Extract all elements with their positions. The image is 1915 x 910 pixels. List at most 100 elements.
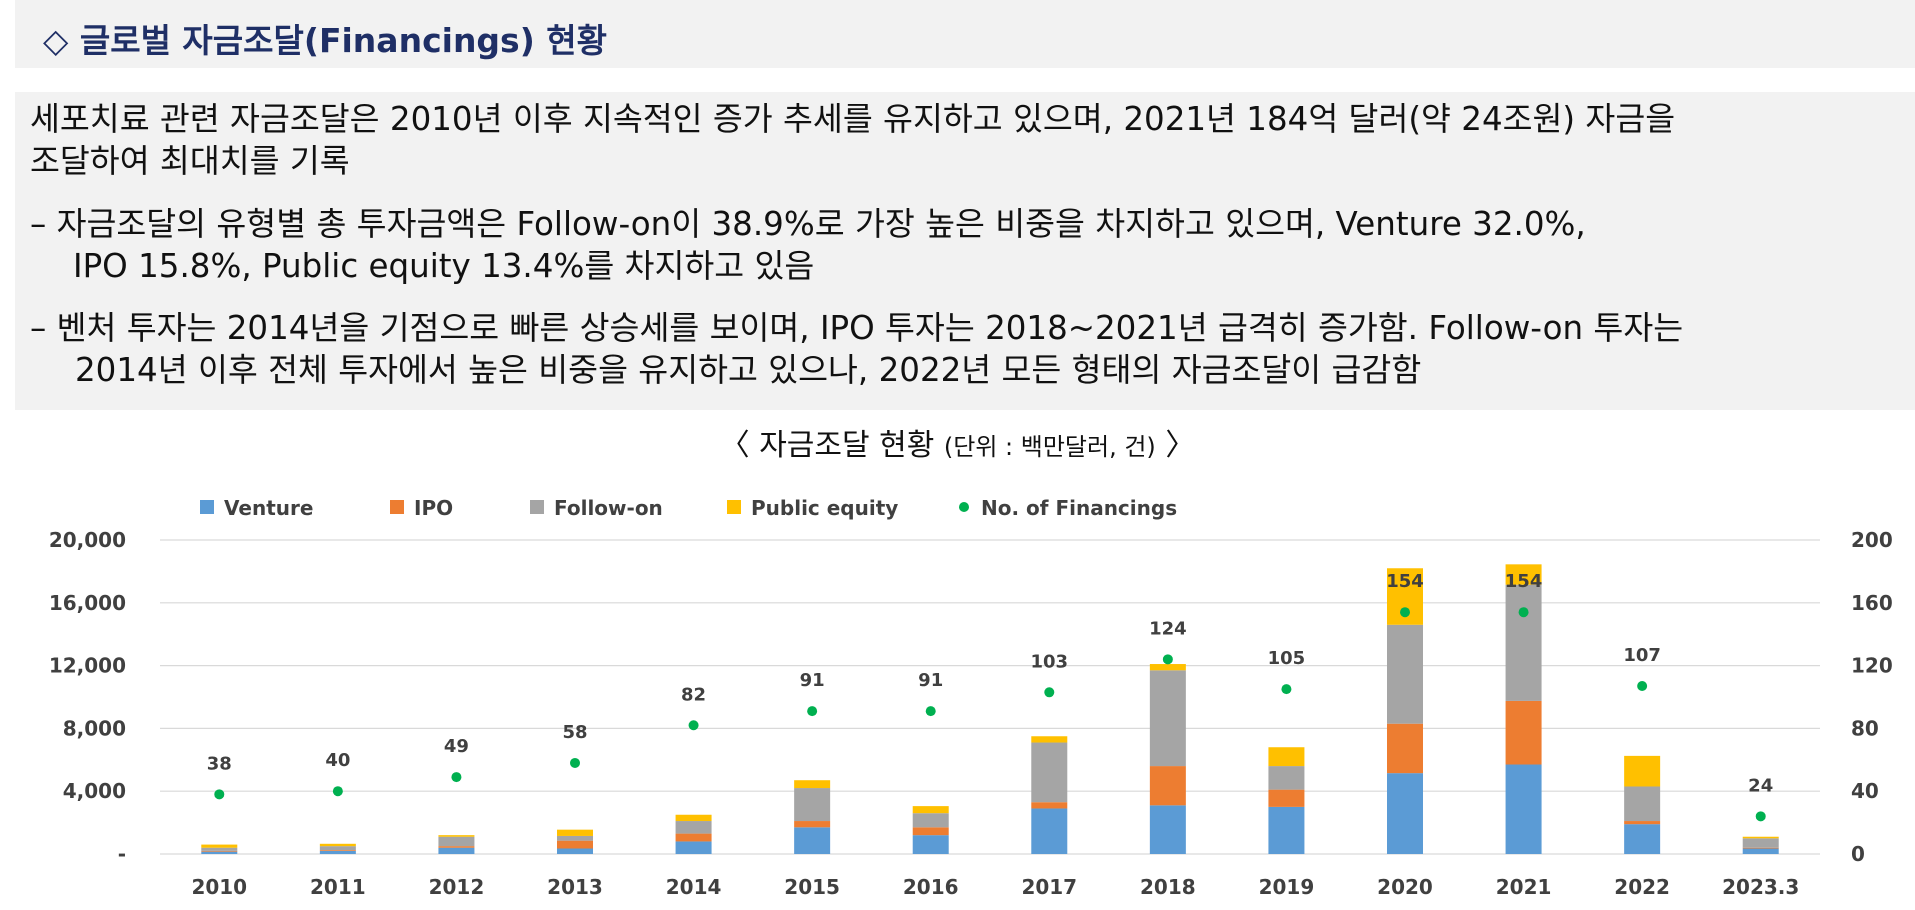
venture-bar xyxy=(794,827,831,854)
legend-label: Public equity xyxy=(751,496,898,520)
x-tick-label: 2016 xyxy=(903,875,959,899)
financings-data-label: 105 xyxy=(1268,648,1306,669)
financings-point xyxy=(451,772,462,783)
financing-chart: - 4,000 8,000 12,000 16,000 20,000 0 40 80 120 160… xyxy=(49,496,1893,899)
venture-bar xyxy=(319,850,356,854)
bullet-line: – 벤처 투자는 2014년을 기점으로 빠른 상승세를 보이며, IPO 투자… xyxy=(30,309,1684,347)
bullet-line: – 자금조달의 유형별 총 투자금액은 Follow-on이 38.9%로 가장… xyxy=(30,205,1586,243)
legend-label: Follow-on xyxy=(554,496,663,520)
follow-on-bar xyxy=(1031,742,1068,803)
y-left-tick-label: 20,000 xyxy=(49,528,126,552)
ipo-bar xyxy=(1268,789,1305,807)
follow-on-bar xyxy=(438,836,475,847)
venture-bar xyxy=(1387,773,1423,854)
public-equity-bar xyxy=(1031,736,1068,743)
venture-bar xyxy=(557,848,593,854)
legend-swatch xyxy=(959,502,969,512)
public-equity-bar xyxy=(557,829,593,836)
y-right-tick-label: 80 xyxy=(1851,716,1879,740)
financings-point xyxy=(1281,684,1292,695)
venture-bar xyxy=(1624,824,1661,854)
public-equity-bar xyxy=(1624,755,1661,787)
ipo-bar xyxy=(1742,847,1779,849)
bullet-line: 2014년 이후 전체 투자에서 높은 비중을 유지하고 있으나, 2022년 … xyxy=(75,351,1422,389)
follow-on-bar xyxy=(1624,786,1661,822)
financings-point xyxy=(332,786,343,797)
follow-on-bar xyxy=(201,847,238,851)
financings-point xyxy=(1755,811,1766,822)
title-bar: ◇ 글로벌 자금조달(Financings) 현황 xyxy=(15,0,1915,68)
financings-point xyxy=(925,706,936,717)
financings-point xyxy=(570,757,580,768)
legend-swatch xyxy=(727,500,741,514)
public-equity-bar xyxy=(1268,747,1305,767)
ipo-bar xyxy=(1624,821,1661,825)
financings-data-label: 38 xyxy=(207,753,232,774)
financings-data-label: 124 xyxy=(1149,618,1187,639)
chart-title-unit: (단위 : 백만달러, 건) xyxy=(943,433,1156,461)
y-right-tick-label: 200 xyxy=(1851,528,1893,552)
financings-data-label: 49 xyxy=(444,736,469,757)
financings-data-label: 103 xyxy=(1030,651,1068,672)
legend-swatch xyxy=(390,500,404,514)
x-tick-label: 2023.3 xyxy=(1722,875,1799,899)
y-left-tick-label: 8,000 xyxy=(63,716,126,740)
bullet-line: IPO 15.8%, Public equity 13.4%를 차지하고 있음 xyxy=(73,247,815,285)
public-equity-bar xyxy=(794,780,831,789)
y-right-tick-label: 0 xyxy=(1851,842,1865,866)
x-tick-label: 2017 xyxy=(1021,875,1077,899)
follow-on-bar xyxy=(912,813,949,828)
ipo-bar xyxy=(438,846,475,848)
x-tick-label: 2012 xyxy=(429,875,485,899)
legend-label: No. of Financings xyxy=(981,496,1177,520)
y-right-tick-label: 120 xyxy=(1851,654,1893,678)
summary-line: 세포치료 관련 자금조달은 2010년 이후 지속적인 증가 추세를 유지하고 … xyxy=(30,100,1676,138)
public-equity-bar xyxy=(675,814,712,822)
legend-swatch xyxy=(200,500,214,514)
follow-on-bar xyxy=(675,821,712,834)
venture-bar xyxy=(912,835,949,854)
legend-label: Venture xyxy=(224,496,313,520)
ipo-bar xyxy=(1387,723,1423,774)
chart-title: 〈 자금조달 현황 (단위 : 백만달러, 건) 〉 xyxy=(0,420,1915,464)
x-tick-label: 2010 xyxy=(191,875,247,899)
venture-bar xyxy=(1031,808,1068,854)
ipo-bar xyxy=(1505,700,1542,765)
financings-data-label: 58 xyxy=(562,722,587,743)
financings-point xyxy=(1518,607,1529,618)
ipo-bar xyxy=(201,850,238,852)
venture-bar xyxy=(201,851,238,854)
legend-label: IPO xyxy=(414,496,453,520)
ipo-bar xyxy=(1031,802,1068,809)
chart-title-main: 〈 자금조달 현황 xyxy=(719,428,944,463)
financings-data-label: 154 xyxy=(1505,571,1543,592)
financings-point xyxy=(807,706,818,717)
ipo-bar xyxy=(557,840,593,849)
public-equity-bar xyxy=(1505,564,1542,585)
financings-point xyxy=(688,720,699,731)
financings-data-label: 24 xyxy=(1748,775,1773,796)
follow-on-bar xyxy=(319,846,356,851)
y-left-tick-label: - xyxy=(118,842,126,866)
venture-bar xyxy=(1505,764,1542,854)
financings-point xyxy=(1162,654,1173,665)
financings-point xyxy=(214,789,225,800)
chart-title-close: 〉 xyxy=(1155,428,1196,463)
follow-on-bar xyxy=(1268,766,1305,790)
x-tick-label: 2011 xyxy=(310,875,366,899)
x-tick-label: 2015 xyxy=(784,875,840,899)
y-right-tick-label: 40 xyxy=(1851,779,1879,803)
financings-data-label: 154 xyxy=(1386,571,1424,592)
venture-bar xyxy=(1149,805,1186,854)
y-left-tick-label: 4,000 xyxy=(63,779,126,803)
financings-point xyxy=(1044,687,1055,698)
x-tick-label: 2013 xyxy=(547,875,603,899)
x-tick-label: 2014 xyxy=(666,875,722,899)
follow-on-bar xyxy=(1149,670,1186,767)
financings-point xyxy=(1637,681,1648,692)
ipo-bar xyxy=(319,850,356,851)
financings-data-label: 107 xyxy=(1623,645,1661,666)
ipo-bar xyxy=(1149,766,1186,806)
y-left-tick-label: 12,000 xyxy=(49,654,126,678)
public-equity-bar xyxy=(1742,836,1779,839)
